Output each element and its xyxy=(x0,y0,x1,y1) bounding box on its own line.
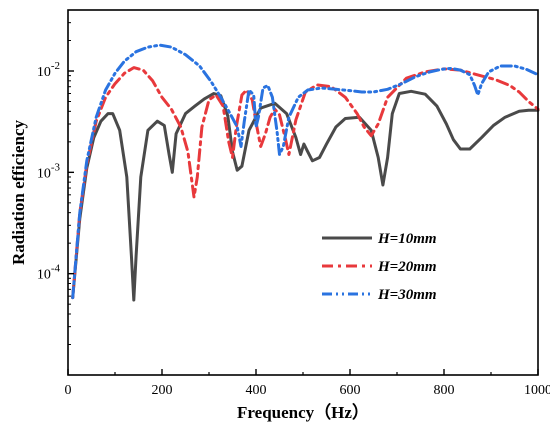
x-tick-label: 200 xyxy=(152,383,173,398)
series-line xyxy=(71,89,540,302)
x-tick-label: 1000 xyxy=(524,383,550,398)
x-tick-label: 600 xyxy=(340,383,361,398)
x-tick-label: 800 xyxy=(434,383,455,398)
x-tick-label: 400 xyxy=(246,383,267,398)
x-tick-label: 0 xyxy=(65,383,72,398)
y-tick-label: 10-4 xyxy=(37,263,61,283)
legend: H=10mm H=20mm H=30mm xyxy=(322,231,437,303)
series-line xyxy=(71,66,540,300)
y-axis: 10-4 10-3 10-2 xyxy=(37,22,74,345)
y-tick-label: 10-3 xyxy=(37,161,61,181)
x-axis: 0 200 400 600 800 1000 xyxy=(65,369,550,398)
legend-label: H=10mm xyxy=(377,231,437,247)
series-line xyxy=(71,43,540,300)
legend-label: H=30mm xyxy=(377,287,437,303)
y-axis-title: Radiation efficiency xyxy=(9,120,28,265)
x-axis-title: Frequency（Hz） xyxy=(237,402,369,422)
y-tick-label: 10-2 xyxy=(37,60,60,80)
legend-label: H=20mm xyxy=(377,259,437,275)
series-lines xyxy=(71,43,540,302)
